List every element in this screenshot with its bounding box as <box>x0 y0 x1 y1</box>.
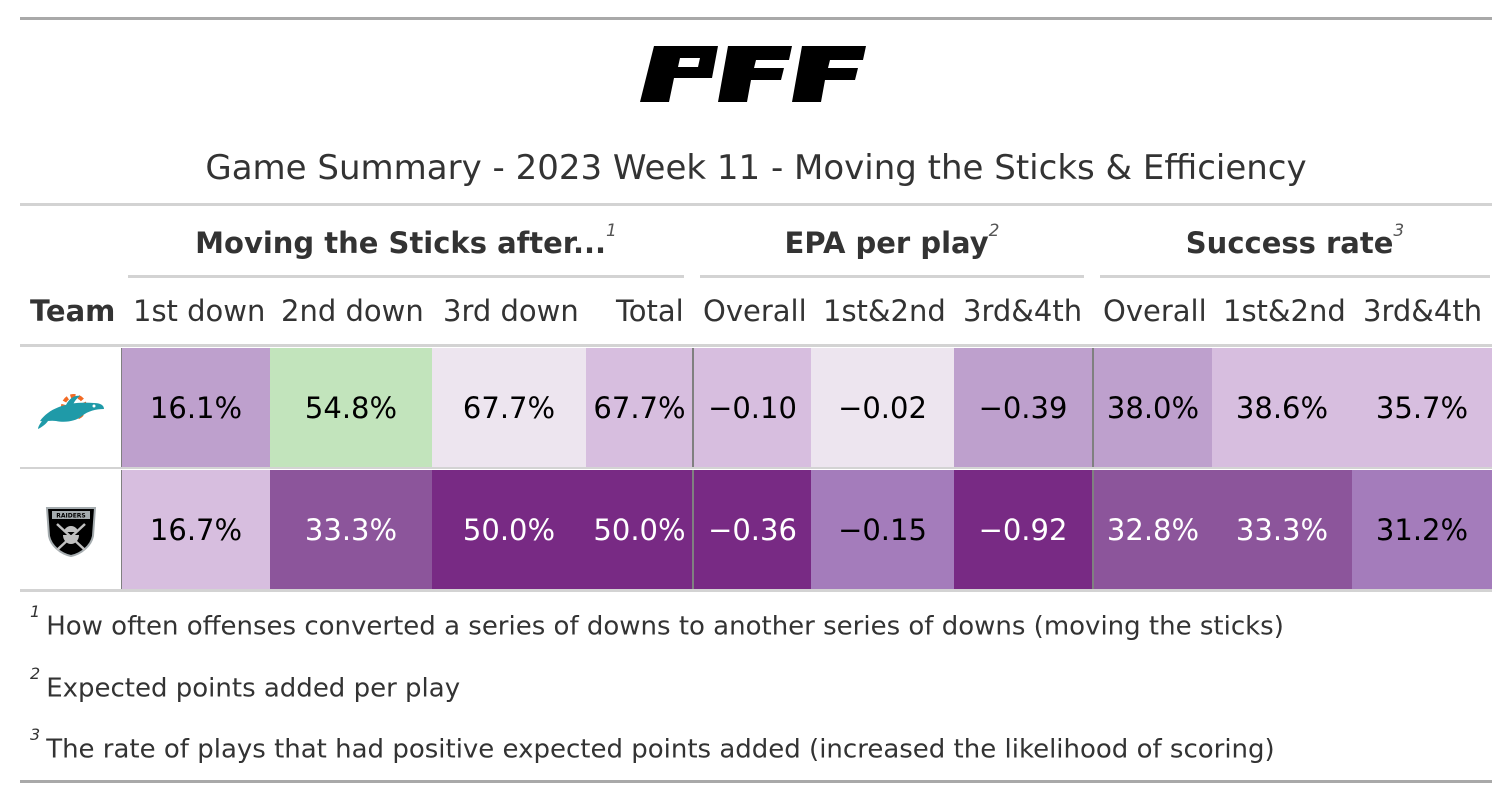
raiders-logo-icon: RAIDERS <box>45 507 96 558</box>
footnote-text: The rate of plays that had positive expe… <box>46 734 1275 765</box>
col-header-sr-1st-2nd: 1st&2nd <box>1223 294 1346 328</box>
spanner-epa: EPA per play2 <box>700 221 1084 260</box>
table-row: RAIDERS 16.7% 33.3% 50.0% 50.0% −0.36 −0… <box>20 470 1492 590</box>
col-header-total: Total <box>616 294 684 328</box>
column-divider <box>692 470 694 590</box>
cell-1st-down: 16.1% <box>122 348 270 468</box>
cell-2nd-down: 54.8% <box>270 348 432 468</box>
footnote-mark: 3 <box>1393 221 1405 242</box>
spanner-moving-sticks: Moving the Sticks after...1 <box>128 221 684 260</box>
spanner-label: Moving the Sticks after... <box>195 226 607 260</box>
header-rule <box>20 344 1492 347</box>
cell-total: 67.7% <box>586 348 693 468</box>
footnote-text: How often offenses converted a series of… <box>46 611 1284 642</box>
bottom-rule <box>20 780 1492 783</box>
footnote-3: 3 The rate of plays that had positive exp… <box>30 725 1275 765</box>
cell-2nd-down: 33.3% <box>270 470 432 590</box>
col-header-epa-1st-2nd: 1st&2nd <box>823 294 946 328</box>
table-row: 16.1% 54.8% 67.7% 67.7% −0.10 −0.02 −0.3… <box>20 348 1492 468</box>
team-logo-cell: RAIDERS <box>20 470 121 590</box>
cell-3rd-down: 50.0% <box>432 470 586 590</box>
footnote-mark: 2 <box>30 664 41 683</box>
cell-3rd-down: 67.7% <box>432 348 586 468</box>
top-rule <box>20 17 1492 20</box>
pff-logo <box>640 46 866 102</box>
col-header-2nd-down: 2nd down <box>281 294 424 328</box>
cell-epa-overall: −0.36 <box>694 470 811 590</box>
cell-epa-overall: −0.10 <box>694 348 811 468</box>
spanner-label: Success rate <box>1185 226 1394 260</box>
spanner-label: EPA per play <box>784 226 989 260</box>
cell-sr-3rd-4th: 35.7% <box>1352 348 1492 468</box>
table-title: Game Summary - 2023 Week 11 - Moving the… <box>205 148 1307 188</box>
footnote-mark: 1 <box>30 602 41 621</box>
col-header-epa-3rd-4th: 3rd&4th <box>963 294 1083 328</box>
cell-sr-1st-2nd: 38.6% <box>1212 348 1352 468</box>
col-header-sr-overall: Overall <box>1103 294 1207 328</box>
col-header-team: Team <box>30 294 116 328</box>
spanner-line <box>128 275 684 278</box>
title-rule <box>20 203 1492 206</box>
svg-text:RAIDERS: RAIDERS <box>56 513 86 520</box>
footnote-mark: 1 <box>606 221 617 242</box>
cell-sr-3rd-4th: 31.2% <box>1352 470 1492 590</box>
col-header-epa-overall: Overall <box>703 294 807 328</box>
spanner-line <box>1100 275 1490 278</box>
dolphins-logo-icon <box>37 394 104 429</box>
footnote-1: 1 How often offenses converted a series o… <box>30 602 1284 642</box>
column-divider <box>692 348 694 468</box>
cell-epa-1st-2nd: −0.15 <box>811 470 954 590</box>
cell-total: 50.0% <box>586 470 693 590</box>
table-bottom-rule <box>20 589 1492 592</box>
footnote-2: 2 Expected points added per play <box>30 664 461 704</box>
spanner-success-rate: Success rate3 <box>1100 221 1490 260</box>
cell-epa-3rd-4th: −0.92 <box>954 470 1092 590</box>
footnote-text: Expected points added per play <box>46 673 461 704</box>
cell-epa-3rd-4th: −0.39 <box>954 348 1092 468</box>
cell-sr-overall: 38.0% <box>1094 348 1212 468</box>
column-divider <box>1092 348 1094 468</box>
col-header-3rd-down: 3rd down <box>443 294 579 328</box>
row-divider <box>20 467 1492 469</box>
footnote-mark: 3 <box>30 725 41 744</box>
column-divider <box>1092 470 1094 590</box>
footnote-mark: 2 <box>988 221 1000 242</box>
col-header-1st-down: 1st down <box>133 294 266 328</box>
cell-sr-1st-2nd: 33.3% <box>1212 470 1352 590</box>
col-header-sr-3rd-4th: 3rd&4th <box>1363 294 1483 328</box>
cell-epa-1st-2nd: −0.02 <box>811 348 954 468</box>
spanner-line <box>700 275 1084 278</box>
cell-sr-overall: 32.8% <box>1094 470 1212 590</box>
cell-1st-down: 16.7% <box>122 470 270 590</box>
team-logo-cell <box>20 348 121 468</box>
